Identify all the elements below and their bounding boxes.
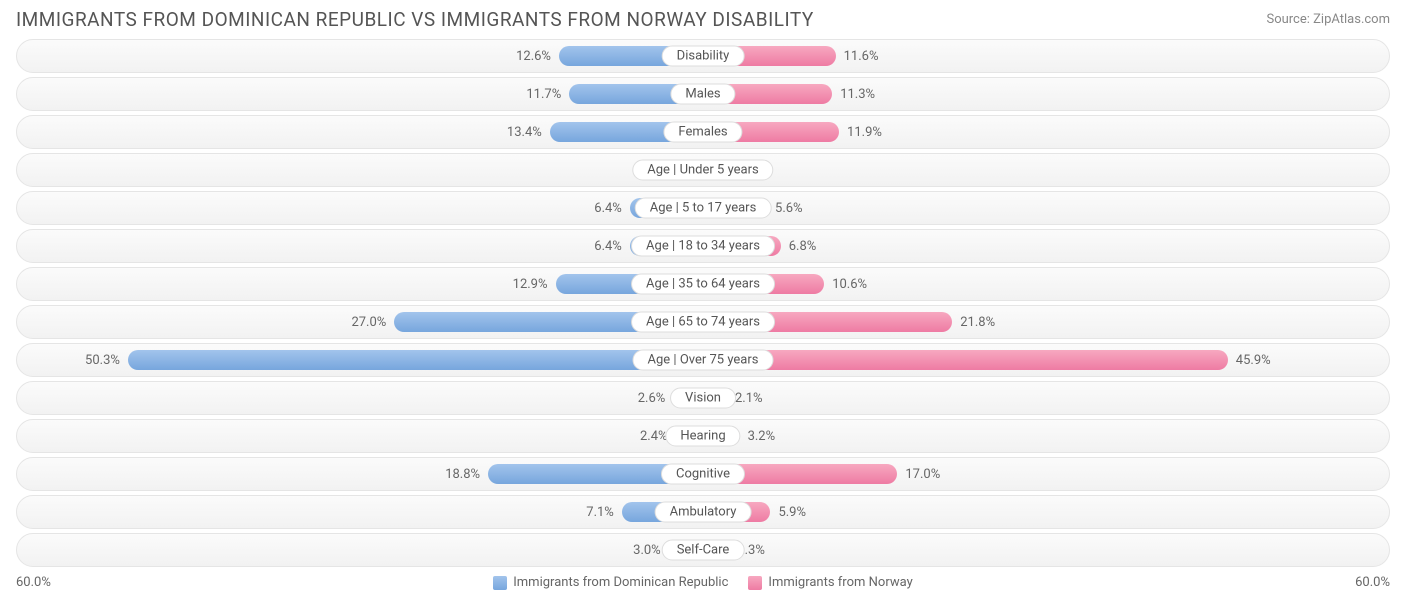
row-left-half: 3.0% bbox=[17, 534, 703, 566]
row-left-half: 50.3% bbox=[17, 344, 703, 376]
category-label: Hearing bbox=[665, 426, 740, 447]
row-right-half: 10.6% bbox=[703, 268, 1389, 300]
right-value-label: 11.3% bbox=[832, 87, 883, 102]
row-right-half: 11.9% bbox=[703, 116, 1389, 148]
legend-swatch-right bbox=[748, 576, 762, 590]
category-label: Cognitive bbox=[661, 464, 745, 485]
chart-row: 1.1%1.3%Age | Under 5 years bbox=[16, 153, 1390, 187]
right-value-label: 11.9% bbox=[839, 125, 890, 140]
row-left-half: 7.1% bbox=[17, 496, 703, 528]
left-value-label: 12.6% bbox=[508, 49, 559, 64]
right-value-label: 21.8% bbox=[952, 315, 1003, 330]
chart-footer: 60.0% Immigrants from Dominican Republic… bbox=[0, 573, 1406, 598]
left-value-label: 18.8% bbox=[437, 467, 488, 482]
chart-header: IMMIGRANTS FROM DOMINICAN REPUBLIC VS IM… bbox=[0, 0, 1406, 35]
category-label: Age | 18 to 34 years bbox=[631, 236, 775, 257]
row-left-half: 6.4% bbox=[17, 192, 703, 224]
row-right-half: 2.3% bbox=[703, 534, 1389, 566]
category-label: Age | 35 to 64 years bbox=[631, 274, 775, 295]
row-right-half: 17.0% bbox=[703, 458, 1389, 490]
chart-row: 27.0% 21.8% Age | 65 to 74 years bbox=[16, 305, 1390, 339]
right-value-label: 45.9% bbox=[1228, 353, 1279, 368]
category-label: Age | 65 to 74 years bbox=[631, 312, 775, 333]
chart-row: 12.9% 10.6% Age | 35 to 64 years bbox=[16, 267, 1390, 301]
row-right-half: 45.9% bbox=[703, 344, 1389, 376]
row-right-half: 5.9% bbox=[703, 496, 1389, 528]
chart-row: 50.3% 45.9% Age | Over 75 years bbox=[16, 343, 1390, 377]
row-left-half: 13.4% bbox=[17, 116, 703, 148]
legend-label-left: Immigrants from Dominican Republic bbox=[513, 575, 728, 590]
chart-row: 7.1% 5.9% Ambulatory bbox=[16, 495, 1390, 529]
left-value-label: 12.9% bbox=[505, 277, 556, 292]
right-value-label: 5.9% bbox=[770, 505, 814, 520]
row-right-half: 21.8% bbox=[703, 306, 1389, 338]
chart-row: 6.4% 6.8% Age | 18 to 34 years bbox=[16, 229, 1390, 263]
row-left-half: 12.9% bbox=[17, 268, 703, 300]
row-right-half: 6.8% bbox=[703, 230, 1389, 262]
chart-row: 2.6% 2.1%Vision bbox=[16, 381, 1390, 415]
chart-row: 18.8% 17.0% Cognitive bbox=[16, 457, 1390, 491]
left-value-label: 2.6% bbox=[630, 391, 674, 406]
left-value-label: 13.4% bbox=[499, 125, 550, 140]
category-label: Ambulatory bbox=[655, 502, 752, 523]
row-left-half: 2.6% bbox=[17, 382, 703, 414]
left-value-label: 27.0% bbox=[343, 315, 394, 330]
legend-item-right: Immigrants from Norway bbox=[748, 575, 912, 590]
row-left-half: 2.4% bbox=[17, 420, 703, 452]
chart-row: 12.6% 11.6% Disability bbox=[16, 39, 1390, 73]
row-right-half: 11.3% bbox=[703, 78, 1389, 110]
left-value-label: 6.4% bbox=[586, 239, 630, 254]
legend-item-left: Immigrants from Dominican Republic bbox=[493, 575, 728, 590]
category-label: Females bbox=[663, 122, 742, 143]
axis-max-left: 60.0% bbox=[16, 575, 76, 590]
row-right-half: 5.6% bbox=[703, 192, 1389, 224]
left-bar bbox=[128, 350, 703, 370]
chart-row: 13.4% 11.9% Females bbox=[16, 115, 1390, 149]
right-value-label: 3.2% bbox=[740, 429, 784, 444]
category-label: Age | 5 to 17 years bbox=[635, 198, 772, 219]
category-label: Self-Care bbox=[662, 540, 745, 561]
row-right-half: 2.1% bbox=[703, 382, 1389, 414]
category-label: Age | Over 75 years bbox=[633, 350, 774, 371]
row-right-half: 1.3% bbox=[703, 154, 1389, 186]
right-bar bbox=[703, 350, 1228, 370]
right-value-label: 11.6% bbox=[836, 49, 887, 64]
right-value-label: 17.0% bbox=[897, 467, 948, 482]
category-label: Age | Under 5 years bbox=[632, 160, 773, 181]
left-value-label: 50.3% bbox=[77, 353, 128, 368]
row-right-half: 3.2% bbox=[703, 420, 1389, 452]
legend-label-right: Immigrants from Norway bbox=[768, 575, 912, 590]
row-right-half: 11.6% bbox=[703, 40, 1389, 72]
row-left-half: 12.6% bbox=[17, 40, 703, 72]
legend: Immigrants from Dominican Republic Immig… bbox=[76, 575, 1330, 590]
axis-max-right: 60.0% bbox=[1330, 575, 1390, 590]
row-left-half: 18.8% bbox=[17, 458, 703, 490]
right-value-label: 5.6% bbox=[767, 201, 811, 216]
chart-row: 6.4% 5.6%Age | 5 to 17 years bbox=[16, 191, 1390, 225]
chart-source: Source: ZipAtlas.com bbox=[1266, 12, 1390, 27]
left-value-label: 11.7% bbox=[518, 87, 569, 102]
right-value-label: 10.6% bbox=[824, 277, 875, 292]
left-value-label: 7.1% bbox=[578, 505, 622, 520]
right-value-label: 6.8% bbox=[781, 239, 825, 254]
category-label: Vision bbox=[670, 388, 736, 409]
row-left-half: 1.1% bbox=[17, 154, 703, 186]
row-left-half: 11.7% bbox=[17, 78, 703, 110]
chart-title: IMMIGRANTS FROM DOMINICAN REPUBLIC VS IM… bbox=[16, 8, 814, 31]
chart-row: 3.0%2.3%Self-Care bbox=[16, 533, 1390, 567]
chart-area: 12.6% 11.6% Disability 11.7% 11.3% Males 13.4%… bbox=[0, 35, 1406, 573]
row-left-half: 6.4% bbox=[17, 230, 703, 262]
chart-row: 11.7% 11.3% Males bbox=[16, 77, 1390, 111]
row-left-half: 27.0% bbox=[17, 306, 703, 338]
legend-swatch-left bbox=[493, 576, 507, 590]
left-value-label: 6.4% bbox=[586, 201, 630, 216]
category-label: Males bbox=[670, 84, 735, 105]
category-label: Disability bbox=[662, 46, 745, 67]
chart-row: 2.4% 3.2%Hearing bbox=[16, 419, 1390, 453]
